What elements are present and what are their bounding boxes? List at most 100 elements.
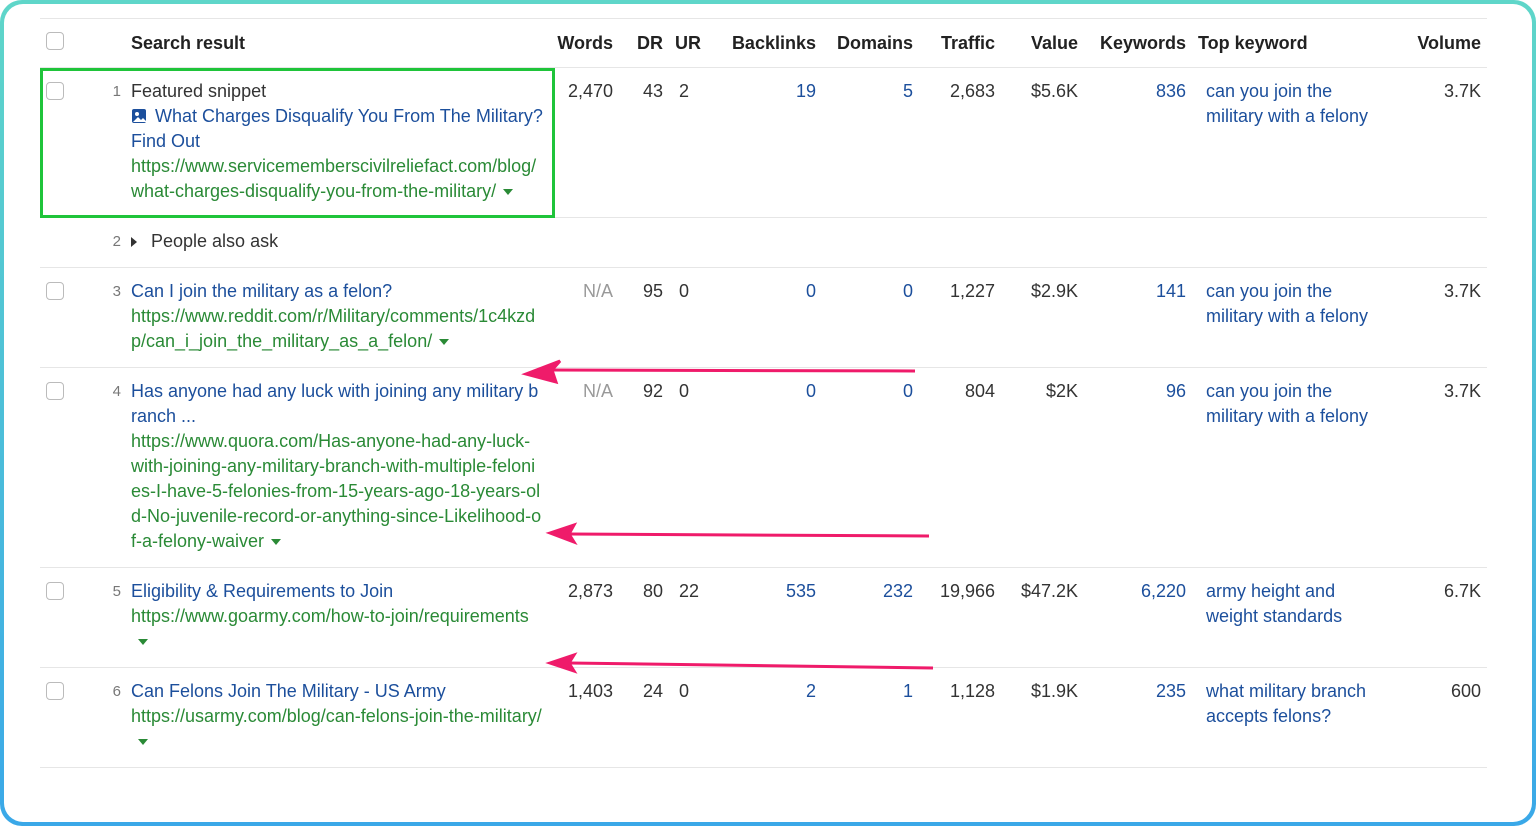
- keywords[interactable]: 235: [1084, 667, 1192, 768]
- domains[interactable]: 232: [822, 567, 919, 668]
- volume: 3.7K: [1394, 267, 1487, 368]
- value: $2K: [1001, 367, 1084, 568]
- arrow: [568, 661, 934, 670]
- position: 1: [88, 67, 125, 218]
- result-title[interactable]: What Charges Disqualify You From The Mil…: [131, 104, 543, 154]
- checkbox-cell: [40, 367, 88, 568]
- dr: 43: [619, 67, 669, 218]
- top-keyword[interactable]: can you join the military with a felony: [1192, 267, 1394, 368]
- top-keyword[interactable]: army height and weight standards: [1192, 567, 1394, 668]
- column-header: Value: [1001, 18, 1084, 68]
- backlinks[interactable]: 0: [719, 267, 822, 368]
- backlinks[interactable]: 2: [719, 667, 822, 768]
- value: $2.9K: [1001, 267, 1084, 368]
- header-row: Search result Words DR UR Backlinks Domains Tr…: [40, 18, 1487, 68]
- traffic: 2,683: [919, 67, 1001, 218]
- arrow: [568, 532, 930, 538]
- top-keyword[interactable]: what military branch accepts felons?: [1192, 667, 1394, 768]
- search-result: Can Felons Join The Military - US Army ht…: [125, 667, 549, 768]
- people-also-ask[interactable]: People also ask: [131, 229, 1481, 254]
- ur: 22: [669, 567, 719, 668]
- column-header: Domains: [822, 18, 919, 68]
- title-text: Has anyone had any luck with joining any…: [131, 381, 539, 426]
- result-row: 6 Can Felons Join The Military - US Army h…: [40, 667, 1487, 768]
- traffic: 1,227: [919, 267, 1001, 368]
- checkbox-cell: [40, 67, 88, 218]
- domains[interactable]: 5: [822, 67, 919, 218]
- result-url[interactable]: https://www.servicememberscivilreliefact…: [131, 154, 543, 204]
- dr: 24: [619, 667, 669, 768]
- backlinks[interactable]: 19: [719, 67, 822, 218]
- column-header: DR: [619, 18, 669, 68]
- checkbox[interactable]: [46, 82, 64, 100]
- arrowhead: [521, 359, 562, 385]
- backlinks[interactable]: 535: [719, 567, 822, 668]
- column-header: Backlinks: [719, 18, 822, 68]
- search-result: Eligibility & Requirements to Join https:…: [125, 567, 549, 668]
- result-url[interactable]: https://usarmy.com/blog/can-felons-join-…: [131, 704, 543, 754]
- column-header: Search result: [125, 18, 549, 68]
- result-title[interactable]: Can I join the military as a felon?: [131, 279, 543, 304]
- words: 2,470: [549, 67, 619, 218]
- volume: 3.7K: [1394, 67, 1487, 218]
- column-header: Words: [549, 18, 619, 68]
- title-text: What Charges Disqualify You From The Mil…: [131, 106, 543, 151]
- ur: 0: [669, 667, 719, 768]
- arrow: [551, 368, 916, 373]
- search-result: People also ask: [125, 217, 1487, 268]
- keywords[interactable]: 96: [1084, 367, 1192, 568]
- keywords[interactable]: 141: [1084, 267, 1192, 368]
- dr: 95: [619, 267, 669, 368]
- domains[interactable]: 1: [822, 667, 919, 768]
- result-row: 2 People also ask: [40, 217, 1487, 268]
- title-text: Eligibility & Requirements to Join: [131, 581, 394, 601]
- words: 1,403: [549, 667, 619, 768]
- value: $47.2K: [1001, 567, 1084, 668]
- top-keyword[interactable]: can you join the military with a felony: [1192, 367, 1394, 568]
- arrowhead: [545, 522, 578, 545]
- result-title[interactable]: Has anyone had any luck with joining any…: [131, 379, 543, 429]
- title-text: Can Felons Join The Military - US Army: [131, 681, 446, 701]
- result-title[interactable]: Eligibility & Requirements to Join: [131, 579, 543, 604]
- traffic: 1,128: [919, 667, 1001, 768]
- words: N/A: [549, 267, 619, 368]
- column-header: UR: [669, 18, 719, 68]
- checkbox[interactable]: [46, 682, 64, 700]
- result-url[interactable]: https://www.reddit.com/r/Military/commen…: [131, 304, 543, 354]
- checkbox[interactable]: [46, 382, 64, 400]
- arrowhead: [545, 652, 578, 674]
- checkbox-cell: [40, 217, 88, 268]
- column-header: Top keyword: [1192, 18, 1394, 68]
- result-title[interactable]: Can Felons Join The Military - US Army: [131, 679, 543, 704]
- value: $1.9K: [1001, 667, 1084, 768]
- search-result: Can I join the military as a felon? https…: [125, 267, 549, 368]
- search-result: Featured snippet What Charges Disqualify …: [125, 67, 549, 218]
- result-row: 1 Featured snippet What Charges Disqualify…: [40, 67, 1487, 218]
- header-cell: [88, 18, 125, 68]
- snippet-label: Featured snippet: [131, 81, 267, 101]
- checkbox[interactable]: [46, 582, 64, 600]
- header-cell: [40, 18, 88, 68]
- result-row: 3 Can I join the military as a felon? http…: [40, 267, 1487, 368]
- domains[interactable]: 0: [822, 267, 919, 368]
- keywords[interactable]: 836: [1084, 67, 1192, 218]
- value: $5.6K: [1001, 67, 1084, 218]
- column-header: Traffic: [919, 18, 1001, 68]
- words: 2,873: [549, 567, 619, 668]
- position: 4: [88, 367, 125, 568]
- result-row: 5 Eligibility & Requirements to Join https…: [40, 567, 1487, 668]
- panel: Search result Words DR UR Backlinks Domains Tr…: [4, 4, 1532, 822]
- dr: 80: [619, 567, 669, 668]
- result-url[interactable]: https://www.quora.com/Has-anyone-had-any…: [131, 429, 543, 554]
- top-keyword[interactable]: can you join the military with a felony: [1192, 67, 1394, 218]
- keywords[interactable]: 6,220: [1084, 567, 1192, 668]
- result-url[interactable]: https://www.goarmy.com/how-to-join/requi…: [131, 604, 543, 654]
- annotation-arrows: [521, 359, 934, 674]
- checkbox[interactable]: [46, 32, 64, 50]
- traffic: 19,966: [919, 567, 1001, 668]
- image-icon: [132, 109, 146, 123]
- volume: 3.7K: [1394, 367, 1487, 568]
- volume: 6.7K: [1394, 567, 1487, 668]
- checkbox[interactable]: [46, 282, 64, 300]
